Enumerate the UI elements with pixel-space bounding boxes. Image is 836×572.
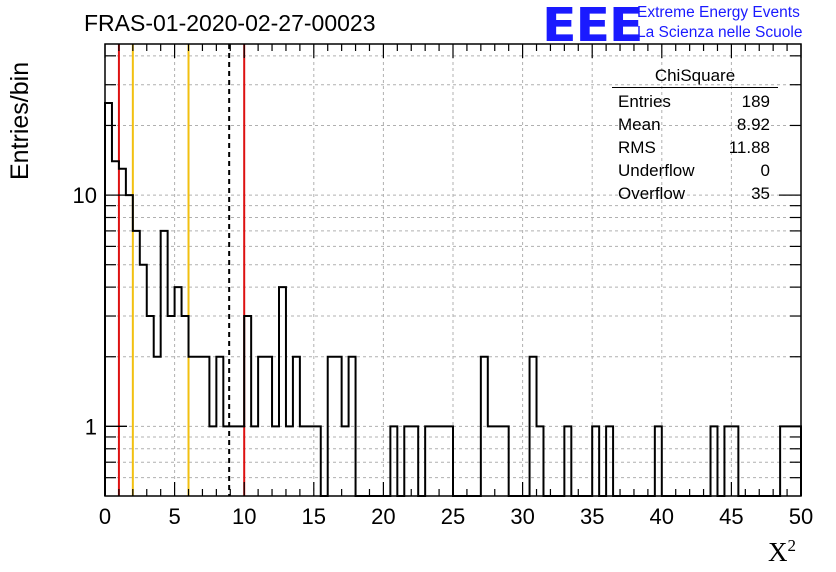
stats-label: Mean — [618, 115, 661, 134]
stats-value: 189 — [741, 92, 770, 111]
y-tick-label: 1 — [85, 414, 97, 439]
stats-value: 11.88 — [728, 138, 770, 157]
x-axis-label: X2 — [768, 536, 796, 568]
axis-tick-labels: 0 5 10 15 20 25 30 35 40 45 50 1 10 — [73, 183, 814, 529]
stats-label: Overflow — [618, 184, 686, 203]
stats-label: RMS — [618, 138, 656, 157]
logo-mark: EEE — [542, 0, 644, 52]
stats-value: 35 — [751, 184, 770, 203]
stats-value: 8.92 — [736, 115, 770, 134]
stats-row-underflow: Underflow 0 — [612, 159, 778, 182]
stats-box: ChiSquare Entries 189 Mean 8.92 RMS 11.8… — [612, 66, 778, 205]
x-tick-label: 35 — [580, 504, 604, 529]
stats-row-entries: Entries 189 — [612, 90, 778, 113]
stats-row-overflow: Overflow 35 — [612, 182, 778, 205]
logo-line-1: Extreme Energy Events — [637, 4, 800, 21]
x-tick-label: 30 — [510, 504, 534, 529]
stats-label: Entries — [618, 92, 671, 111]
x-axis-label-superscript: 2 — [787, 536, 797, 555]
logo-line-2: La Scienza nelle Scuole — [637, 24, 803, 41]
y-tick-label: 10 — [73, 183, 97, 208]
x-tick-label: 20 — [371, 504, 395, 529]
x-tick-label: 0 — [99, 504, 111, 529]
chart-title: FRAS-01-2020-02-27-00023 — [84, 10, 376, 36]
x-tick-label: 25 — [441, 504, 465, 529]
y-axis-label: Entries/bin — [6, 61, 34, 180]
x-axis-label-base: X — [768, 537, 788, 567]
axis-ticks — [104, 44, 802, 496]
reference-lines — [117, 44, 246, 496]
x-tick-label: 5 — [168, 504, 180, 529]
x-tick-label: 50 — [789, 504, 813, 529]
x-tick-label: 40 — [650, 504, 674, 529]
x-tick-label: 15 — [302, 504, 326, 529]
stats-value: 0 — [760, 161, 770, 180]
stats-box-title: ChiSquare — [612, 66, 778, 88]
stats-row-rms: RMS 11.88 — [612, 136, 778, 159]
x-tick-label: 10 — [232, 504, 256, 529]
stats-label: Underflow — [618, 161, 695, 180]
x-tick-label: 45 — [719, 504, 743, 529]
stats-row-mean: Mean 8.92 — [612, 113, 778, 136]
